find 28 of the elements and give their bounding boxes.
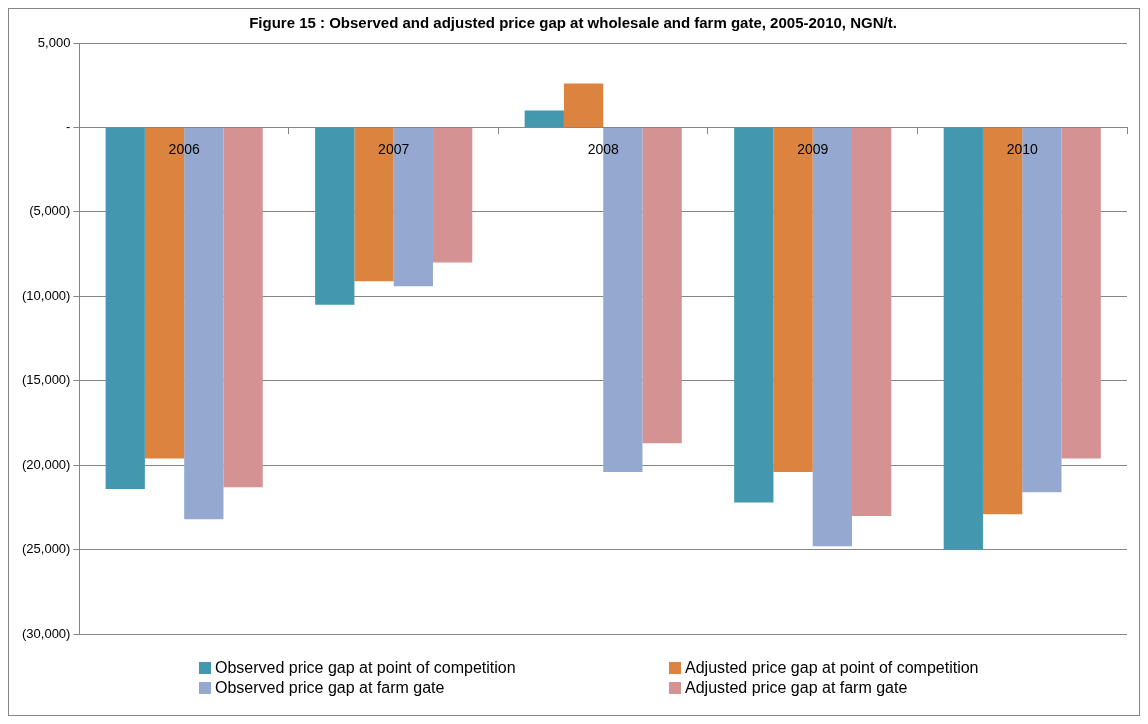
y-tick-label: (20,000)	[22, 456, 71, 472]
bar	[852, 127, 892, 516]
y-tick-label: (15,000)	[22, 372, 71, 388]
y-tick-label: 5,000	[37, 34, 71, 50]
bar	[642, 127, 682, 444]
bar	[105, 127, 145, 489]
legend-label: Observed price gap at farm gate	[215, 679, 445, 697]
y-tick-label: (25,000)	[22, 541, 71, 557]
bar	[432, 127, 473, 263]
legend-label: Observed price gap at point of competition	[215, 659, 516, 677]
bar	[943, 127, 983, 550]
y-tick-label: -	[66, 119, 71, 135]
y-tick-label: (10,000)	[22, 287, 71, 303]
x-tick-label: 2006	[168, 141, 200, 158]
chart-title: Figure 15 : Observed and adjusted price gap at wholesale and farm gate, 2005-2010, NGN/t.	[249, 14, 897, 32]
x-tick-label: 2008	[587, 141, 619, 158]
bar	[524, 110, 564, 127]
bar	[563, 83, 604, 127]
x-tick-label: 2007	[378, 141, 410, 158]
x-tick-label: 2009	[797, 141, 829, 158]
bar	[1061, 127, 1101, 459]
y-tick-label: (5,000)	[29, 203, 71, 219]
bar	[315, 127, 355, 305]
bar	[734, 127, 774, 503]
y-tick-label: (30,000)	[22, 625, 71, 641]
legend-label: Adjusted price gap at point of competition	[685, 659, 979, 677]
legend-label: Adjusted price gap at farm gate	[685, 679, 908, 697]
bar	[223, 127, 263, 488]
